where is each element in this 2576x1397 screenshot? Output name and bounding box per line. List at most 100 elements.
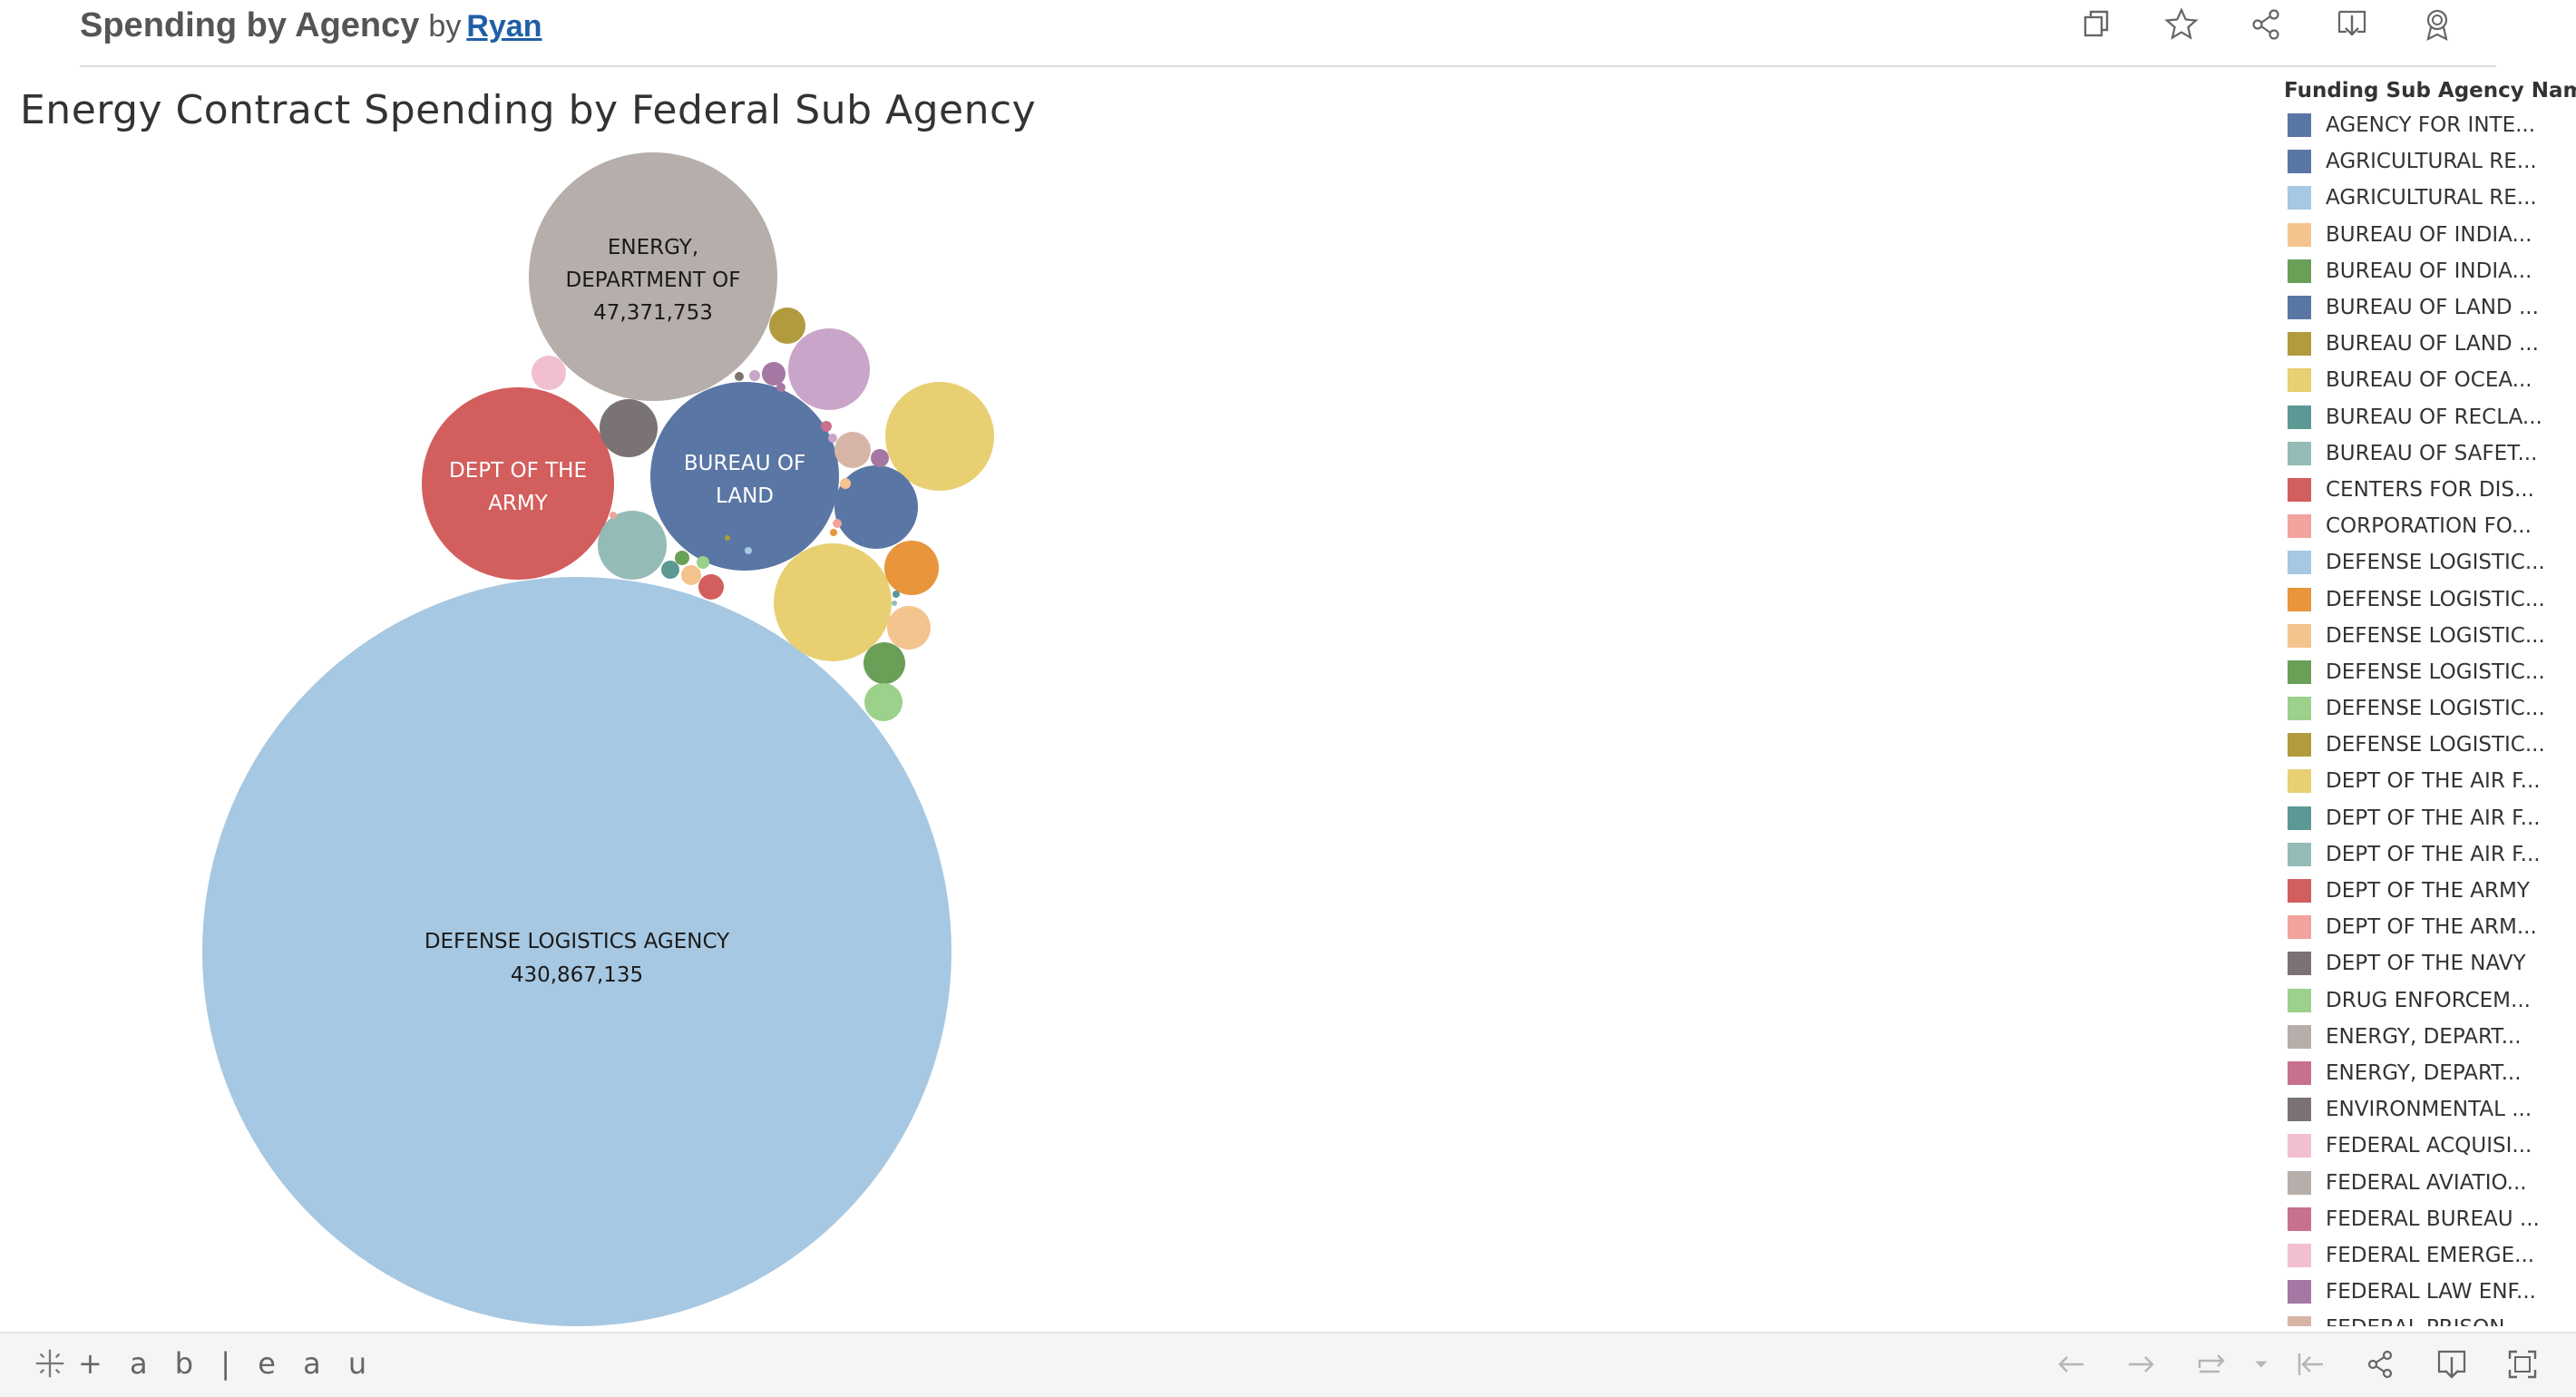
bubble-small[interactable] <box>774 543 892 661</box>
bubble-small[interactable] <box>830 529 837 536</box>
legend-item[interactable]: DEPT OF THE AIR F... <box>2268 763 2576 799</box>
legend-item[interactable]: ENERGY, DEPART... <box>2268 1019 2576 1055</box>
legend-item[interactable]: DRUG ENFORCEM... <box>2268 982 2576 1019</box>
bubble-small[interactable] <box>892 601 897 606</box>
legend-swatch <box>2288 842 2311 866</box>
legend-label: AGRICULTURAL RE... <box>2326 186 2537 210</box>
legend-item[interactable]: DEFENSE LOGISTIC... <box>2268 581 2576 617</box>
copy-icon[interactable] <box>2054 5 2139 44</box>
legend-item[interactable]: DEFENSE LOGISTIC... <box>2268 654 2576 690</box>
legend-item[interactable]: FEDERAL LAW ENF... <box>2268 1274 2576 1310</box>
legend-item[interactable]: DEFENSE LOGISTIC... <box>2268 618 2576 654</box>
bubble-small[interactable] <box>610 512 617 519</box>
bubble-small[interactable] <box>840 478 851 489</box>
bubble-small[interactable] <box>834 465 918 549</box>
legend-item[interactable]: CORPORATION FO... <box>2268 508 2576 544</box>
bubble-small[interactable] <box>834 432 871 468</box>
legend-swatch <box>2288 952 2311 976</box>
legend-item[interactable]: DEFENSE LOGISTIC... <box>2268 544 2576 581</box>
undo-icon[interactable] <box>2035 1344 2106 1384</box>
bubble-small[interactable] <box>725 535 730 541</box>
legend-item[interactable]: DEPT OF THE ARM... <box>2268 909 2576 945</box>
bubble-small[interactable] <box>698 574 724 600</box>
reset-to-start-icon[interactable] <box>2275 1344 2346 1384</box>
bubble-small[interactable] <box>735 372 744 381</box>
bubble-small[interactable] <box>745 547 752 554</box>
bubble-small[interactable] <box>885 382 994 491</box>
bubble-label-dept-of-the-army-2: ARMY <box>488 492 549 515</box>
bubble-small[interactable] <box>864 642 905 684</box>
bubble-small[interactable] <box>697 556 709 569</box>
tableau-logo[interactable]: + a b | e a u <box>33 1346 376 1381</box>
bubble-bureau-of-land[interactable] <box>650 382 839 571</box>
bubble-small[interactable] <box>661 561 679 579</box>
legend-item[interactable]: CENTERS FOR DIS... <box>2268 472 2576 508</box>
legend-item[interactable]: FEDERAL ACQUISI... <box>2268 1128 2576 1164</box>
legend-item[interactable]: ENVIRONMENTAL ... <box>2268 1091 2576 1128</box>
share-icon[interactable] <box>2224 5 2309 44</box>
legend-item[interactable]: FEDERAL PRISON ... <box>2268 1310 2576 1326</box>
legend-swatch <box>2288 1280 2311 1304</box>
revert-dropdown-icon[interactable] <box>2248 1344 2275 1384</box>
bubble-small[interactable] <box>887 606 931 650</box>
bubble-defense-logistics-agency[interactable] <box>202 577 951 1326</box>
legend-item[interactable]: AGENCY FOR INTE... <box>2268 107 2576 143</box>
bubble-small[interactable] <box>600 399 658 457</box>
legend-item[interactable]: DEPT OF THE AIR F... <box>2268 836 2576 873</box>
bubble-dept-of-the-army[interactable] <box>422 387 614 580</box>
bubble-small[interactable] <box>884 541 939 595</box>
header-toolbar <box>2054 5 2480 44</box>
legend-swatch <box>2288 551 2311 575</box>
legend-item[interactable]: DEPT OF THE ARMY <box>2268 873 2576 909</box>
share-icon[interactable] <box>2346 1344 2416 1384</box>
bubble-small[interactable] <box>788 328 870 410</box>
bubble-label-energy-department-of: ENERGY, <box>608 236 698 259</box>
bubble-small[interactable] <box>749 370 760 381</box>
author-link[interactable]: Ryan <box>466 9 542 44</box>
legend-label: BUREAU OF INDIA... <box>2326 259 2532 283</box>
bubble-small[interactable] <box>532 356 566 390</box>
revert-icon[interactable] <box>2177 1344 2248 1384</box>
legend-list: AGENCY FOR INTE... AGRICULTURAL RE... AGRI… <box>2268 107 2576 1326</box>
legend-item[interactable]: DEPT OF THE AIR F... <box>2268 800 2576 836</box>
legend-item[interactable]: DEFENSE LOGISTIC... <box>2268 690 2576 727</box>
legend-item[interactable]: AGRICULTURAL RE... <box>2268 180 2576 216</box>
bubble-small[interactable] <box>776 383 785 392</box>
legend-swatch <box>2288 222 2311 247</box>
legend-item[interactable]: ENERGY, DEPART... <box>2268 1055 2576 1091</box>
bubble-small[interactable] <box>598 511 667 580</box>
bubble-small[interactable] <box>871 449 889 467</box>
download-icon[interactable] <box>2309 5 2395 44</box>
legend-item[interactable]: FEDERAL AVIATIO... <box>2268 1164 2576 1200</box>
award-icon[interactable] <box>2395 5 2480 44</box>
bubble-value-defense-logistics-agency: 430,867,135 <box>511 963 643 987</box>
page-title: Spending by Agency by Ryan <box>80 2 542 50</box>
bubble-small[interactable] <box>864 683 903 721</box>
bubble-small[interactable] <box>833 519 842 528</box>
legend-item[interactable]: BUREAU OF RECLA... <box>2268 399 2576 435</box>
bubble-small[interactable] <box>893 591 900 598</box>
legend-item[interactable]: FEDERAL EMERGE... <box>2268 1237 2576 1274</box>
legend-swatch <box>2288 1206 2311 1231</box>
legend-item[interactable]: BUREAU OF SAFET... <box>2268 435 2576 472</box>
bubble-energy-department-of[interactable] <box>529 152 777 401</box>
favorite-star-icon[interactable] <box>2139 5 2224 44</box>
bubble-small[interactable] <box>828 434 837 443</box>
legend-item[interactable]: FEDERAL BUREAU ... <box>2268 1201 2576 1237</box>
download-icon[interactable] <box>2416 1344 2487 1384</box>
bubble-small[interactable] <box>769 308 805 344</box>
legend-item[interactable]: BUREAU OF LAND ... <box>2268 289 2576 326</box>
bubble-small[interactable] <box>675 551 689 565</box>
legend-item[interactable]: DEFENSE LOGISTIC... <box>2268 727 2576 763</box>
redo-icon[interactable] <box>2106 1344 2177 1384</box>
bubble-small[interactable] <box>821 421 832 432</box>
fullscreen-icon[interactable] <box>2487 1344 2558 1384</box>
bubble-small[interactable] <box>762 362 785 386</box>
legend-item[interactable]: BUREAU OF INDIA... <box>2268 253 2576 289</box>
legend-item[interactable]: BUREAU OF INDIA... <box>2268 217 2576 253</box>
legend-item[interactable]: BUREAU OF LAND ... <box>2268 326 2576 362</box>
legend-item[interactable]: AGRICULTURAL RE... <box>2268 143 2576 180</box>
bubble-small[interactable] <box>681 565 701 585</box>
legend-item[interactable]: BUREAU OF OCEA... <box>2268 362 2576 398</box>
legend-item[interactable]: DEPT OF THE NAVY <box>2268 945 2576 982</box>
